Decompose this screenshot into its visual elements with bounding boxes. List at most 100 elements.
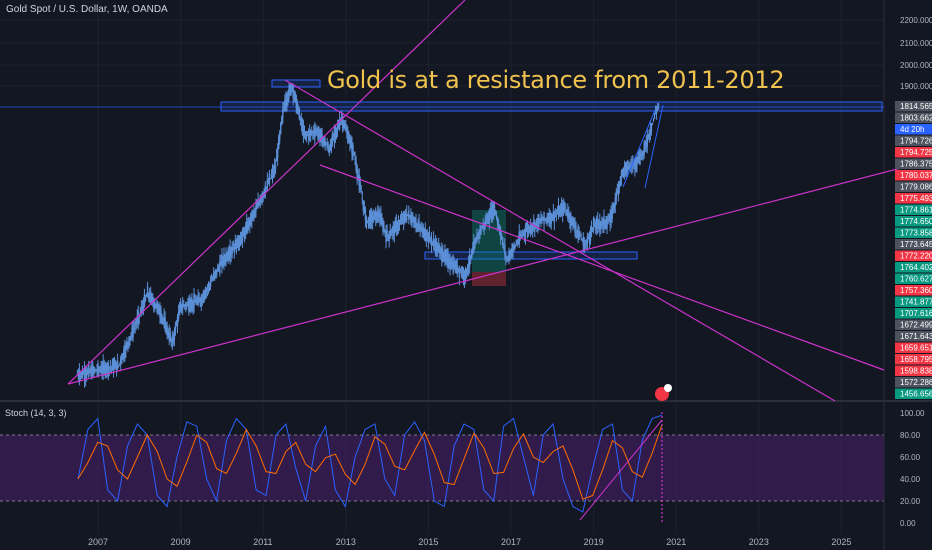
- candle: [354, 151, 356, 166]
- candle: [457, 268, 460, 273]
- price-tag-label: 1598.838: [900, 367, 932, 376]
- price-tag: [895, 158, 932, 169]
- stoch-trendline[interactable]: [579, 419, 663, 521]
- candle: [546, 212, 548, 227]
- candle: [218, 264, 220, 272]
- candle: [409, 214, 411, 220]
- candle: [285, 91, 287, 113]
- candle: [301, 117, 304, 136]
- candle: [404, 208, 407, 223]
- candle: [175, 320, 178, 327]
- candle: [552, 203, 555, 222]
- candle: [605, 215, 607, 230]
- candle: [169, 327, 171, 343]
- candle: [114, 359, 117, 370]
- trendline-recent-channel[interactable]: [622, 109, 656, 188]
- candle: [286, 92, 288, 112]
- candle: [161, 313, 163, 325]
- candle: [104, 361, 106, 379]
- candle: [177, 304, 180, 322]
- candle: [591, 227, 594, 233]
- candle: [630, 158, 632, 173]
- candle: [147, 292, 150, 302]
- price-tag-label: 1707.616: [900, 309, 932, 318]
- candle: [439, 243, 441, 259]
- candle: [380, 205, 382, 225]
- price-tag: [895, 365, 932, 376]
- candle: [636, 156, 638, 173]
- candle: [167, 327, 169, 339]
- candle: [102, 354, 104, 381]
- candle: [553, 210, 556, 230]
- candle: [653, 112, 656, 120]
- candle: [655, 105, 658, 120]
- candle: [168, 324, 170, 346]
- price-tag: [895, 135, 932, 146]
- price-tick-label: 1900.000: [900, 82, 932, 91]
- candle: [575, 221, 577, 239]
- candle: [399, 214, 402, 225]
- trendline-recent-channel-2[interactable]: [644, 104, 664, 189]
- candle: [600, 220, 602, 235]
- candle: [574, 217, 576, 238]
- candle: [309, 129, 312, 142]
- price-tag-label: 1757.360: [900, 286, 932, 295]
- candle: [189, 294, 191, 313]
- candle: [155, 303, 157, 309]
- trendline-rising-channel[interactable]: [67, 0, 466, 385]
- candle: [514, 244, 516, 250]
- candle: [524, 222, 527, 245]
- trendline-long-support[interactable]: [67, 159, 932, 385]
- candle: [96, 363, 98, 377]
- candle: [640, 149, 642, 160]
- candle: [382, 217, 384, 236]
- candle: [282, 102, 284, 124]
- candle: [319, 128, 321, 147]
- candle: [604, 219, 606, 230]
- support-zone[interactable]: [424, 251, 638, 260]
- indicator-label[interactable]: Stoch (14, 3, 3): [5, 408, 67, 418]
- candle: [364, 206, 367, 228]
- candle: [579, 231, 581, 238]
- candle: [215, 268, 217, 279]
- trendline-descending-lower[interactable]: [319, 164, 885, 371]
- candle: [425, 229, 428, 247]
- candle: [403, 210, 406, 225]
- candle: [542, 216, 544, 222]
- candle: [558, 205, 561, 217]
- long-position-stop[interactable]: [472, 272, 506, 286]
- candle: [505, 252, 507, 266]
- price-tag: [895, 388, 932, 399]
- candle: [253, 205, 255, 222]
- candle: [240, 231, 243, 245]
- trendline-descending-upper[interactable]: [284, 79, 836, 402]
- price-tag-label: 1456.656: [900, 390, 932, 399]
- candle: [237, 234, 240, 252]
- candle: [279, 129, 281, 145]
- candle: [424, 222, 427, 242]
- candle: [325, 142, 327, 146]
- symbol-title[interactable]: Gold Spot / U.S. Dollar, 1W, OANDA: [6, 4, 168, 15]
- candle: [235, 238, 238, 255]
- stoch-d-line: [77, 424, 663, 500]
- candle: [452, 254, 454, 276]
- candle: [379, 208, 381, 227]
- price-tag: [895, 377, 932, 388]
- candle: [446, 248, 448, 268]
- candle: [112, 357, 115, 378]
- candle: [329, 139, 332, 152]
- price-tag-label: 1671.643: [900, 332, 932, 341]
- candle: [387, 234, 389, 242]
- time-tick-label: 2019: [584, 537, 604, 547]
- candle: [134, 317, 136, 334]
- candle: [376, 211, 378, 224]
- candle: [194, 293, 196, 303]
- annotation-text[interactable]: Gold is at a resistance from 2011-2012: [327, 66, 785, 94]
- price-tag-label: 1779.086: [900, 183, 932, 192]
- candle: [656, 102, 659, 112]
- price-tag: [895, 170, 932, 181]
- resistance-zone[interactable]: [220, 101, 883, 112]
- candle: [152, 293, 154, 307]
- candle: [646, 128, 648, 154]
- candle: [406, 205, 408, 224]
